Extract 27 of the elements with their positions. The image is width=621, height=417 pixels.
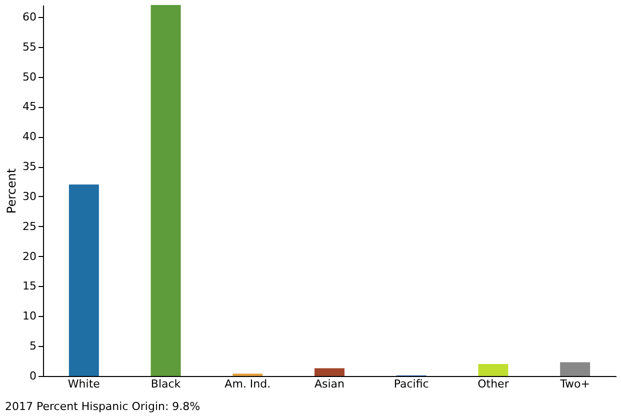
y-tick-label: 60 (22, 10, 36, 24)
y-tick-label: 10 (22, 310, 36, 323)
x-tick-label: White (68, 378, 100, 390)
y-tick-label: 35 (22, 160, 36, 174)
x-tick-label: Am. Ind. (224, 378, 271, 390)
y-tick-label: 0 (30, 370, 36, 382)
x-tick-label: Two+ (559, 378, 590, 390)
y-tick-label: 20 (22, 250, 36, 263)
x-tick-label: Asian (314, 378, 345, 390)
y-tick-label: 30 (22, 190, 36, 203)
bar (150, 5, 181, 376)
y-axis-title: Percent (4, 168, 19, 214)
y-tick-label: 45 (22, 100, 36, 114)
text: 2017 Percent Hispanic Origin: 9.8% (5, 400, 200, 413)
y-tick-label: 15 (22, 280, 36, 293)
x-tick-label: Other (478, 378, 510, 390)
bar (478, 364, 508, 376)
x-tick-label: Pacific (394, 378, 429, 390)
bar (560, 362, 590, 376)
y-tick-label: 55 (22, 40, 36, 54)
y-tick-label: 40 (22, 130, 36, 144)
bar (68, 184, 99, 376)
y-tick-label: 50 (22, 70, 36, 84)
y-tick-label: 5 (30, 340, 36, 353)
x-tick-label: Black (150, 378, 182, 390)
y-tick-label: 25 (22, 220, 36, 233)
bar (314, 368, 344, 376)
